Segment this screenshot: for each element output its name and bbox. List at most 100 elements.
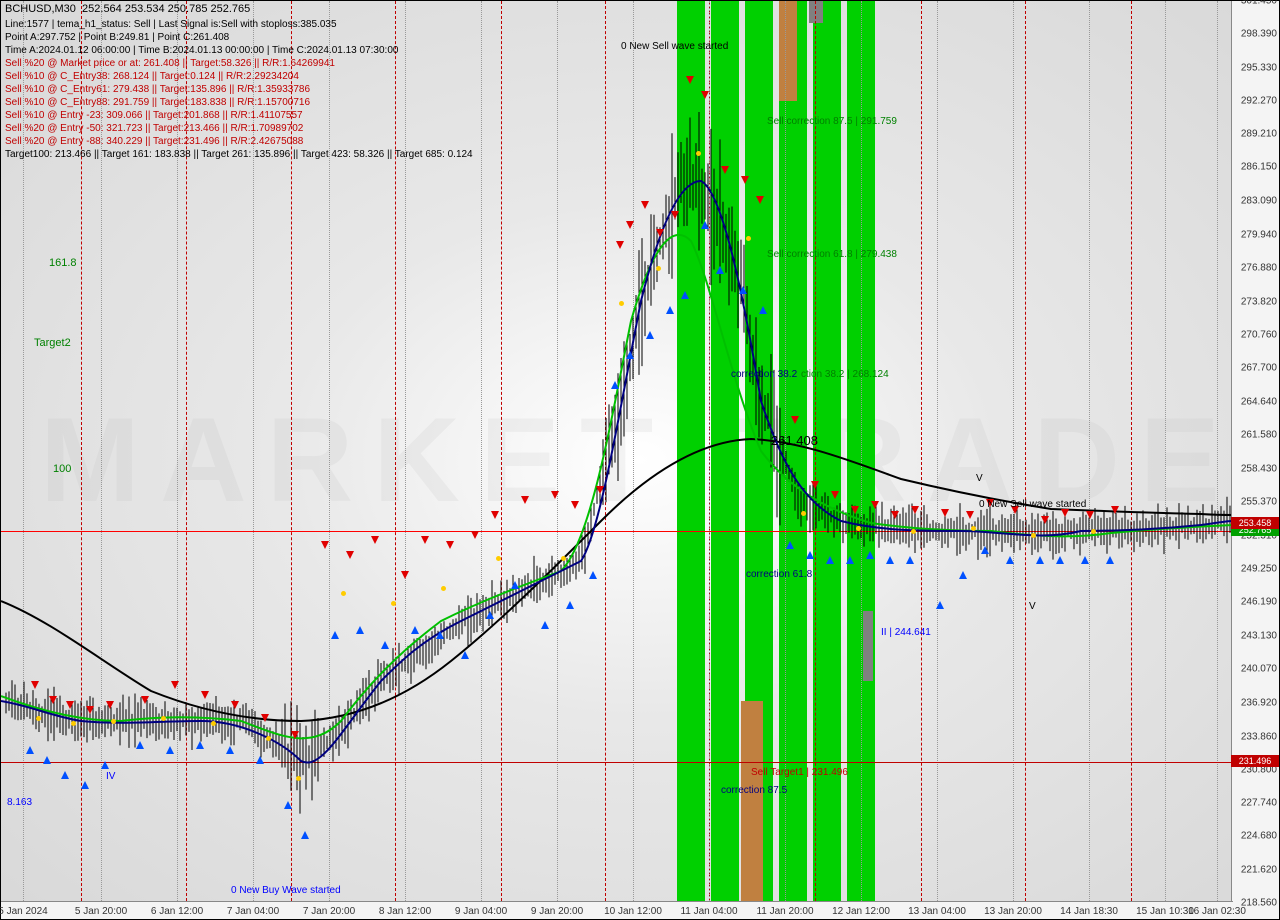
buy-arrow-icon xyxy=(381,641,389,649)
symbol-header: BCHUSD,M30 252.564 253.534 250.785 252.7… xyxy=(5,3,250,16)
info-line: Sell %10 @ C_Entry61: 279.438 || Target:… xyxy=(5,83,310,96)
y-tick: 273.820 xyxy=(1241,296,1277,307)
buy-arrow-icon xyxy=(1056,556,1064,564)
sell-arrow-icon xyxy=(346,551,354,559)
y-tick: 301.450 xyxy=(1241,0,1277,7)
sell-arrow-icon xyxy=(571,501,579,509)
fib-label: 100 xyxy=(53,463,71,475)
sell-arrow-icon xyxy=(291,731,299,739)
signal-dot-icon xyxy=(656,266,661,271)
buy-arrow-icon xyxy=(196,741,204,749)
chart-annotation: V xyxy=(1029,601,1036,612)
signal-dot-icon xyxy=(266,736,271,741)
buy-arrow-icon xyxy=(786,541,794,549)
buy-arrow-icon xyxy=(701,221,709,229)
chart-annotation: Sell correction 87.5 | 291.759 xyxy=(767,116,897,127)
symbol: BCHUSD,M30 xyxy=(5,3,76,15)
signal-dot-icon xyxy=(296,776,301,781)
info-line: Sell %20 @ Entry -88: 340.229 || Target:… xyxy=(5,135,303,148)
sell-arrow-icon xyxy=(656,229,664,237)
buy-arrow-icon xyxy=(486,611,494,619)
sell-arrow-icon xyxy=(371,536,379,544)
sell-arrow-icon xyxy=(551,491,559,499)
x-tick: 13 Jan 20:00 xyxy=(984,906,1042,917)
y-tick: 218.560 xyxy=(1241,898,1277,909)
y-tick: 295.330 xyxy=(1241,62,1277,73)
signal-dot-icon xyxy=(801,511,806,516)
sell-arrow-icon xyxy=(231,701,239,709)
sell-arrow-icon xyxy=(641,201,649,209)
ohlc: 252.564 253.534 250.785 252.765 xyxy=(82,3,250,15)
buy-arrow-icon xyxy=(461,651,469,659)
buy-arrow-icon xyxy=(301,831,309,839)
signal-dot-icon xyxy=(561,556,566,561)
buy-arrow-icon xyxy=(1106,556,1114,564)
x-tick: 16 Jan 02:30 xyxy=(1188,906,1246,917)
info-line: Sell %10 @ C_Entry88: 291.759 || Target:… xyxy=(5,96,310,109)
buy-arrow-icon xyxy=(136,741,144,749)
fib-label: Target2 xyxy=(34,337,71,349)
signal-dot-icon xyxy=(696,151,701,156)
sell-arrow-icon xyxy=(811,481,819,489)
sell-arrow-icon xyxy=(1061,509,1069,517)
ma-blue-line xyxy=(1,181,1233,763)
chart-annotation: II | 244.641 xyxy=(881,627,931,638)
info-line: Time A:2024.01.12 06:00:00 | Time B:2024… xyxy=(5,44,398,57)
buy-arrow-icon xyxy=(806,551,814,559)
signal-dot-icon xyxy=(161,716,166,721)
price-tag: 231.496 xyxy=(1231,755,1279,767)
x-tick: 13 Jan 04:00 xyxy=(908,906,966,917)
buy-arrow-icon xyxy=(826,556,834,564)
signal-dot-icon xyxy=(391,601,396,606)
y-tick: 224.680 xyxy=(1241,831,1277,842)
x-tick: 10 Jan 12:00 xyxy=(604,906,662,917)
signal-dot-icon xyxy=(856,526,861,531)
sell-arrow-icon xyxy=(756,196,764,204)
sell-arrow-icon xyxy=(201,691,209,699)
buy-arrow-icon xyxy=(101,761,109,769)
info-line: Sell %20 @ Entry -50: 321.723 || Target:… xyxy=(5,122,303,135)
buy-arrow-icon xyxy=(589,571,597,579)
x-tick: 7 Jan 20:00 xyxy=(303,906,355,917)
info-line: Point A:297.752 | Point B:249.81 | Point… xyxy=(5,31,229,44)
chart-annotation: 0 New Buy Wave started xyxy=(231,885,341,896)
buy-arrow-icon xyxy=(284,801,292,809)
y-tick: 221.620 xyxy=(1241,864,1277,875)
sell-arrow-icon xyxy=(446,541,454,549)
sell-arrow-icon xyxy=(831,491,839,499)
info-line: Sell %10 @ Entry -23: 309.066 || Target:… xyxy=(5,109,303,122)
sell-arrow-icon xyxy=(421,536,429,544)
chart-annotation: 0 New Sell wave started xyxy=(621,41,728,52)
chart-annotation: ction 38.2 | 268.124 xyxy=(801,369,889,380)
info-line: Sell %20 @ Market price or at: 261.408 |… xyxy=(5,57,335,70)
sell-arrow-icon xyxy=(106,701,114,709)
signal-dot-icon xyxy=(746,236,751,241)
y-tick: 255.370 xyxy=(1241,497,1277,508)
sell-arrow-icon xyxy=(86,706,94,714)
info-line: Sell %10 @ C_Entry38: 268.124 || Target:… xyxy=(5,70,299,83)
ma-green-line xyxy=(1,235,1233,738)
signal-dot-icon xyxy=(441,586,446,591)
buy-arrow-icon xyxy=(611,381,619,389)
chart-annotation: Sell correction 61.8 | 279.438 xyxy=(767,249,897,260)
ma-black-line xyxy=(1,439,1233,721)
buy-arrow-icon xyxy=(906,556,914,564)
buy-arrow-icon xyxy=(1036,556,1044,564)
chart-annotation: IV xyxy=(106,771,115,782)
buy-arrow-icon xyxy=(61,771,69,779)
x-tick: 11 Jan 04:00 xyxy=(680,906,737,917)
y-tick: 276.880 xyxy=(1241,263,1277,274)
sell-arrow-icon xyxy=(1041,516,1049,524)
signal-dot-icon xyxy=(111,719,116,724)
x-tick: 11 Jan 20:00 xyxy=(756,906,813,917)
buy-arrow-icon xyxy=(166,746,174,754)
y-tick: 240.070 xyxy=(1241,663,1277,674)
signal-dot-icon xyxy=(36,716,41,721)
buy-arrow-icon xyxy=(959,571,967,579)
signal-dot-icon xyxy=(341,591,346,596)
chart-container: MARKET TRADE BCHUSD,M30 252.564 253.534 … xyxy=(0,0,1280,920)
buy-arrow-icon xyxy=(511,581,519,589)
buy-arrow-icon xyxy=(666,306,674,314)
chart-annotation: Sell Target1 | 231.496 xyxy=(751,767,848,778)
info-line: Line:1577 | tema_h1_status: Sell | Last … xyxy=(5,18,337,31)
